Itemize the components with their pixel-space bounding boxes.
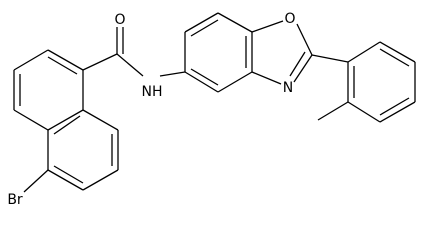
- structure-diagram: O NH O N Br: [7, 11, 416, 208]
- bonds: [13, 12, 416, 193]
- atom-label: O: [114, 12, 125, 28]
- atom-label: Br: [7, 192, 23, 208]
- atom-labels: O NH O N Br: [7, 11, 295, 208]
- atom-label: O: [284, 11, 295, 27]
- atom-label: NH: [142, 84, 163, 100]
- atom-label: N: [283, 80, 293, 96]
